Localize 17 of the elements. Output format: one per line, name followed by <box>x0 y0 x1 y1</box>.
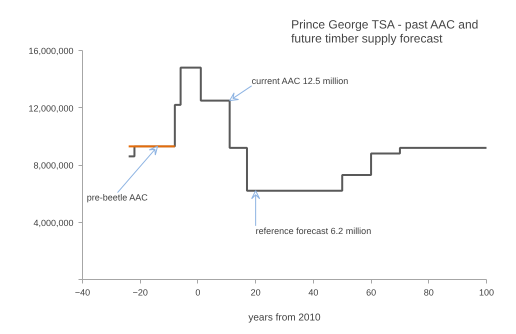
x-tick-label: 100 <box>478 288 494 298</box>
x-tick-label: 40 <box>308 288 318 298</box>
annotation: reference forecast 6.2 million <box>256 226 372 236</box>
annotation: pre-beetle AAC <box>86 192 148 203</box>
y-tick-label: 12,000,000 <box>28 103 74 114</box>
y-tick-label: 16,000,000 <box>28 46 74 56</box>
x-tick-label: 80 <box>424 288 434 298</box>
x-tick-label: −40 <box>74 288 90 298</box>
x-tick-label: 60 <box>366 288 376 298</box>
x-tick-label: −20 <box>132 288 148 298</box>
annotation: current AAC 12.5 million <box>252 76 348 86</box>
x-tick-label: 0 <box>195 288 200 298</box>
y-tick-label: 4,000,000 <box>33 218 74 228</box>
chart-title: Prince George TSA - past AAC and future timber supply forecast <box>291 18 478 46</box>
x-tick-label: 20 <box>250 288 261 298</box>
x-axis-title: years from 2010 <box>248 312 322 324</box>
y-tick-label: 8,000,000 <box>33 160 74 170</box>
